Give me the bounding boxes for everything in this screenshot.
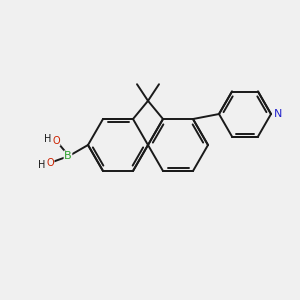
Text: H: H xyxy=(38,160,46,170)
Text: O: O xyxy=(46,158,54,168)
Text: H: H xyxy=(44,134,52,144)
Text: N: N xyxy=(274,109,282,119)
Text: B: B xyxy=(64,151,72,161)
Text: O: O xyxy=(52,136,60,146)
